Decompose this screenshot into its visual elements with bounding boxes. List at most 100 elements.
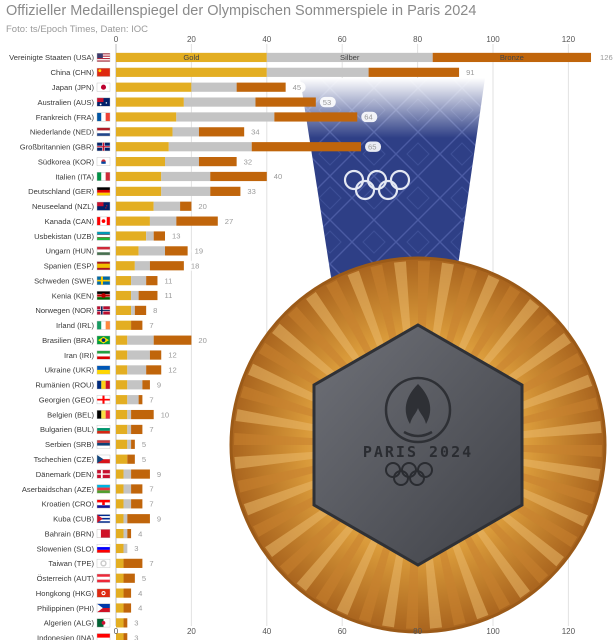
bar-segment-gold bbox=[116, 573, 124, 583]
bar-segment-silber bbox=[138, 246, 166, 256]
flag-gbr-icon bbox=[96, 142, 111, 152]
country-label: Frankreich (FRA) bbox=[36, 113, 95, 122]
bar-segment-gold bbox=[116, 142, 169, 152]
bar-segment-bronze bbox=[131, 439, 135, 449]
bar-row bbox=[116, 112, 358, 122]
total-label: 4 bbox=[135, 602, 147, 614]
bar-segment-gold bbox=[116, 543, 124, 554]
bar-segment-bronze bbox=[123, 588, 132, 598]
country-label: Australien (AUS) bbox=[37, 98, 94, 107]
country-label: Tschechien (CZE) bbox=[34, 455, 95, 464]
total-label: 4 bbox=[135, 587, 147, 599]
svg-text:12: 12 bbox=[168, 351, 176, 360]
svg-text:5: 5 bbox=[142, 455, 146, 464]
x-tick-label-top: 100 bbox=[486, 35, 500, 44]
total-label: 7 bbox=[146, 394, 158, 405]
bar-segment-gold bbox=[116, 588, 124, 598]
country-label: Japan (JPN) bbox=[52, 83, 95, 92]
bar-segment-bronze bbox=[432, 52, 592, 63]
bar-segment-gold bbox=[116, 127, 173, 137]
flag-ukr-icon bbox=[96, 365, 111, 375]
bar-row bbox=[116, 320, 143, 330]
svg-text:33: 33 bbox=[247, 187, 255, 196]
bar-segment-bronze bbox=[142, 380, 150, 390]
bar-row bbox=[116, 216, 218, 226]
svg-text:3: 3 bbox=[134, 544, 138, 553]
bar-segment-gold bbox=[116, 603, 124, 613]
x-tick-label-top: 0 bbox=[114, 35, 119, 44]
bar-row bbox=[116, 633, 128, 640]
country-label: Philippinen (PHI) bbox=[37, 604, 94, 613]
olympic-rings-icon bbox=[343, 169, 411, 201]
bar-segment-bronze bbox=[146, 276, 158, 286]
total-label: 7 bbox=[146, 498, 158, 510]
country-label: Kanada (CAN) bbox=[45, 217, 95, 226]
country-label: Bulgarien (BUL) bbox=[40, 425, 94, 434]
bar-segment-silber bbox=[123, 514, 128, 524]
country-label: Bahrain (BRN) bbox=[45, 529, 95, 538]
svg-text:9: 9 bbox=[157, 514, 161, 523]
bar-segment-bronze bbox=[251, 142, 362, 152]
x-tick-label-bottom: 0 bbox=[114, 627, 119, 636]
flag-hkg-icon bbox=[96, 588, 111, 598]
bar-row bbox=[116, 454, 135, 464]
total-labels: 1269145536434653240332027131918111187201… bbox=[131, 53, 613, 640]
total-label: 8 bbox=[150, 305, 162, 316]
bar-segment-bronze bbox=[368, 67, 460, 77]
country-label: Belgien (BEL) bbox=[47, 410, 94, 419]
bar-segment-silber bbox=[172, 127, 199, 137]
bar-segment-silber bbox=[176, 112, 275, 122]
bar-segment-silber bbox=[146, 231, 154, 241]
svg-text:20: 20 bbox=[198, 202, 206, 211]
country-label: Hongkong (HKG) bbox=[36, 589, 95, 598]
country-label: Slowenien (SLO) bbox=[37, 544, 95, 553]
country-label: Aserbaidschan (AZE) bbox=[22, 485, 95, 494]
country-label: Iran (IRI) bbox=[64, 351, 94, 360]
x-tick-label-bottom: 80 bbox=[413, 627, 422, 636]
bar-segment-bronze bbox=[131, 484, 143, 494]
svg-text:7: 7 bbox=[149, 500, 153, 509]
svg-text:4: 4 bbox=[138, 529, 142, 538]
medal-inscription: PARIS 2024 bbox=[363, 443, 473, 461]
country-label: Kuba (CUB) bbox=[53, 515, 94, 524]
flag-tpe-icon bbox=[96, 558, 111, 568]
bar-segment-gold bbox=[116, 380, 128, 390]
total-label: 9 bbox=[153, 468, 165, 480]
bar-segment-bronze bbox=[176, 216, 218, 226]
x-tick-label-top: 120 bbox=[562, 35, 576, 44]
bar-segment-gold bbox=[116, 52, 267, 63]
svg-text:13: 13 bbox=[172, 232, 180, 241]
bar-segment-bronze bbox=[146, 365, 162, 375]
flag-ina-icon bbox=[96, 633, 111, 640]
bar-row bbox=[116, 157, 237, 167]
bar-row bbox=[116, 290, 158, 301]
bar-segment-gold bbox=[116, 409, 128, 420]
country-label: Brasilien (BRA) bbox=[42, 336, 94, 345]
bar-segment-bronze bbox=[210, 186, 241, 196]
svg-text:12: 12 bbox=[168, 366, 176, 375]
bar-segment-gold bbox=[116, 395, 128, 405]
svg-text:19: 19 bbox=[195, 247, 203, 256]
total-label: 3 bbox=[131, 632, 143, 640]
bar-row bbox=[116, 52, 592, 63]
flag-geo-icon bbox=[96, 395, 111, 405]
bar-segment-gold bbox=[116, 231, 147, 241]
total-label: 7 bbox=[146, 483, 158, 495]
svg-text:7: 7 bbox=[149, 559, 153, 568]
bar-segment-silber bbox=[153, 201, 181, 211]
photo-data-credit: Foto: ts/Epoch Times, Daten: IOC bbox=[6, 24, 149, 35]
svg-text:40: 40 bbox=[274, 172, 282, 181]
bar-row bbox=[116, 186, 241, 196]
bar-segment-bronze bbox=[131, 499, 143, 509]
bar-segment-silber bbox=[127, 365, 147, 375]
bar-segment-gold bbox=[116, 261, 135, 271]
flag-irl-icon bbox=[96, 320, 111, 330]
bar-segment-gold bbox=[116, 484, 124, 494]
olympic-rings-icon bbox=[385, 462, 433, 486]
country-label: Algerien (ALG) bbox=[44, 619, 95, 628]
country-label: Irland (IRL) bbox=[56, 321, 94, 330]
svg-text:27: 27 bbox=[225, 217, 233, 226]
total-label: 7 bbox=[146, 558, 158, 569]
x-tick-label-bottom: 40 bbox=[262, 627, 271, 636]
